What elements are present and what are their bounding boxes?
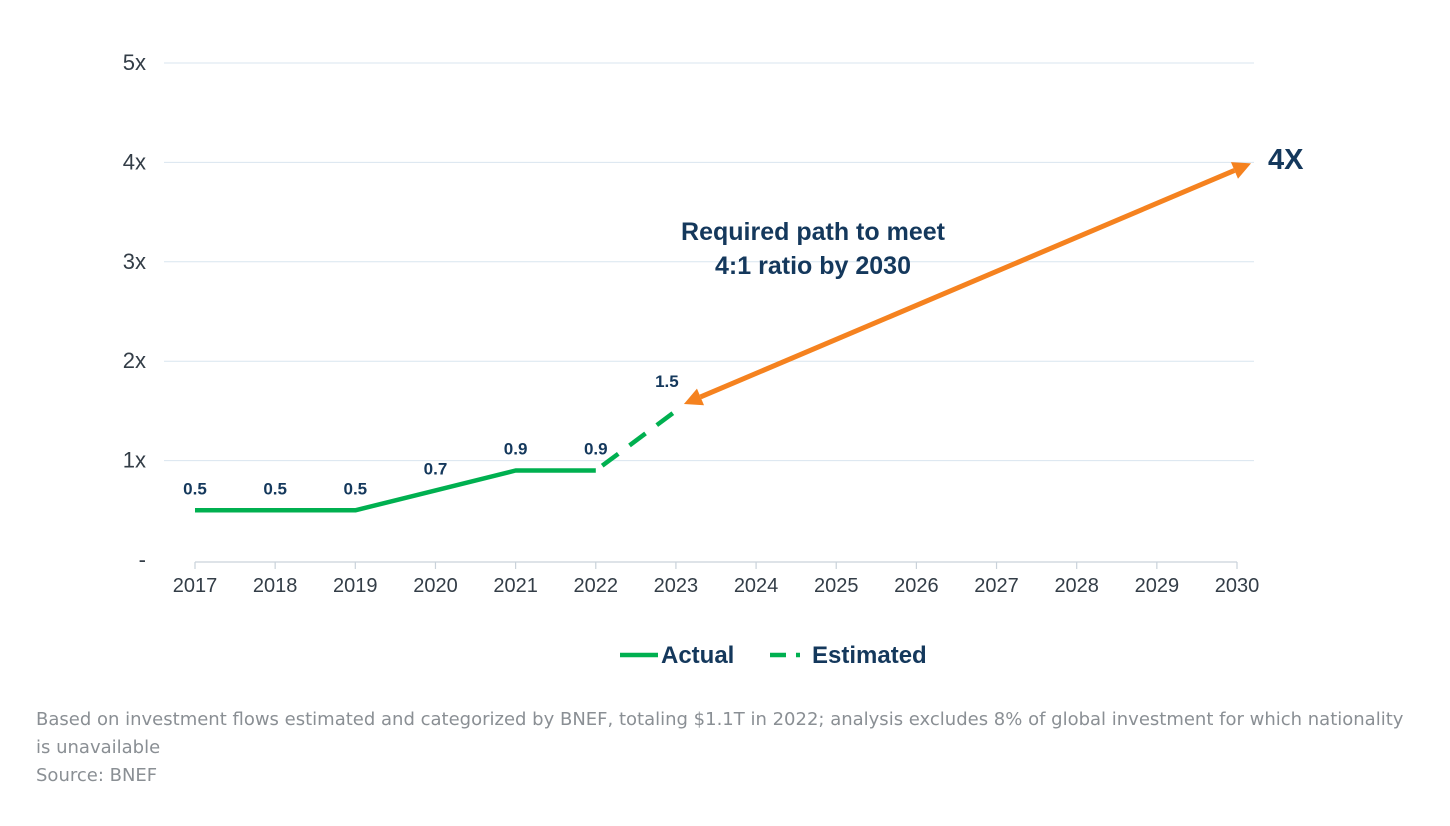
data-label: 0.5 bbox=[343, 479, 367, 498]
arrow-head bbox=[683, 388, 705, 406]
x-tick-label: 2021 bbox=[493, 575, 538, 597]
chart: - 1x 2x 3x 4x 5x 2017 2018 2019 2020 2021 2022 2023… bbox=[123, 50, 1304, 669]
series-lines bbox=[195, 409, 678, 513]
y-tick-label: - bbox=[139, 547, 146, 572]
y-axis-ticks: - 1x 2x 3x 4x 5x bbox=[123, 50, 146, 572]
footnote: Based on investment flows estimated and … bbox=[36, 706, 1416, 790]
data-labels: 0.5 0.5 0.5 0.7 0.9 0.9 1.5 bbox=[183, 372, 679, 498]
x-axis bbox=[194, 561, 1238, 569]
legend-label-actual: Actual bbox=[661, 642, 734, 669]
y-tick-label: 4x bbox=[123, 149, 146, 174]
legend-label-estimated: Estimated bbox=[812, 642, 927, 669]
data-label: 1.5 bbox=[655, 372, 679, 391]
x-tick-label: 2017 bbox=[173, 575, 218, 597]
x-tick-label: 2028 bbox=[1054, 575, 1099, 597]
x-tick-label: 2018 bbox=[253, 575, 298, 597]
x-tick-label: 2024 bbox=[734, 575, 779, 597]
y-tick-label: 2x bbox=[123, 348, 146, 373]
x-tick-label: 2019 bbox=[333, 575, 378, 597]
target-label: 4X bbox=[1268, 144, 1304, 176]
annotation: Required path to meet 4:1 ratio by 2030 4X bbox=[681, 144, 1304, 406]
gridlines bbox=[164, 62, 1254, 462]
x-tick-label: 2023 bbox=[654, 575, 699, 597]
data-label: 0.9 bbox=[504, 440, 528, 459]
series-line-actual bbox=[195, 468, 596, 513]
x-tick-label: 2029 bbox=[1135, 575, 1180, 597]
y-tick-label: 5x bbox=[123, 50, 146, 75]
data-label: 0.7 bbox=[424, 459, 448, 478]
y-tick-label: 1x bbox=[123, 448, 146, 473]
x-tick-label: 2027 bbox=[974, 575, 1019, 597]
series-line-estimated bbox=[594, 409, 678, 473]
data-label: 0.9 bbox=[584, 440, 608, 459]
x-axis-ticks: 2017 2018 2019 2020 2021 2022 2023 2024 2025 2026… bbox=[173, 575, 1260, 597]
arrow-head bbox=[1230, 162, 1252, 179]
footnote-text: Based on investment flows estimated and … bbox=[36, 709, 1404, 758]
annotation-text: Required path to meet bbox=[681, 218, 946, 246]
y-tick-label: 3x bbox=[123, 249, 146, 274]
x-tick-label: 2030 bbox=[1215, 575, 1260, 597]
footnote-source: Source: BNEF bbox=[36, 765, 158, 786]
legend: Actual Estimated bbox=[620, 642, 927, 669]
x-tick-label: 2022 bbox=[574, 575, 619, 597]
target-path-arrow bbox=[699, 168, 1236, 400]
data-label: 0.5 bbox=[183, 479, 207, 498]
annotation-text: 4:1 ratio by 2030 bbox=[715, 252, 911, 280]
x-tick-label: 2025 bbox=[814, 575, 859, 597]
x-tick-label: 2020 bbox=[413, 575, 458, 597]
x-tick-label: 2026 bbox=[894, 575, 939, 597]
data-label: 0.5 bbox=[263, 479, 287, 498]
